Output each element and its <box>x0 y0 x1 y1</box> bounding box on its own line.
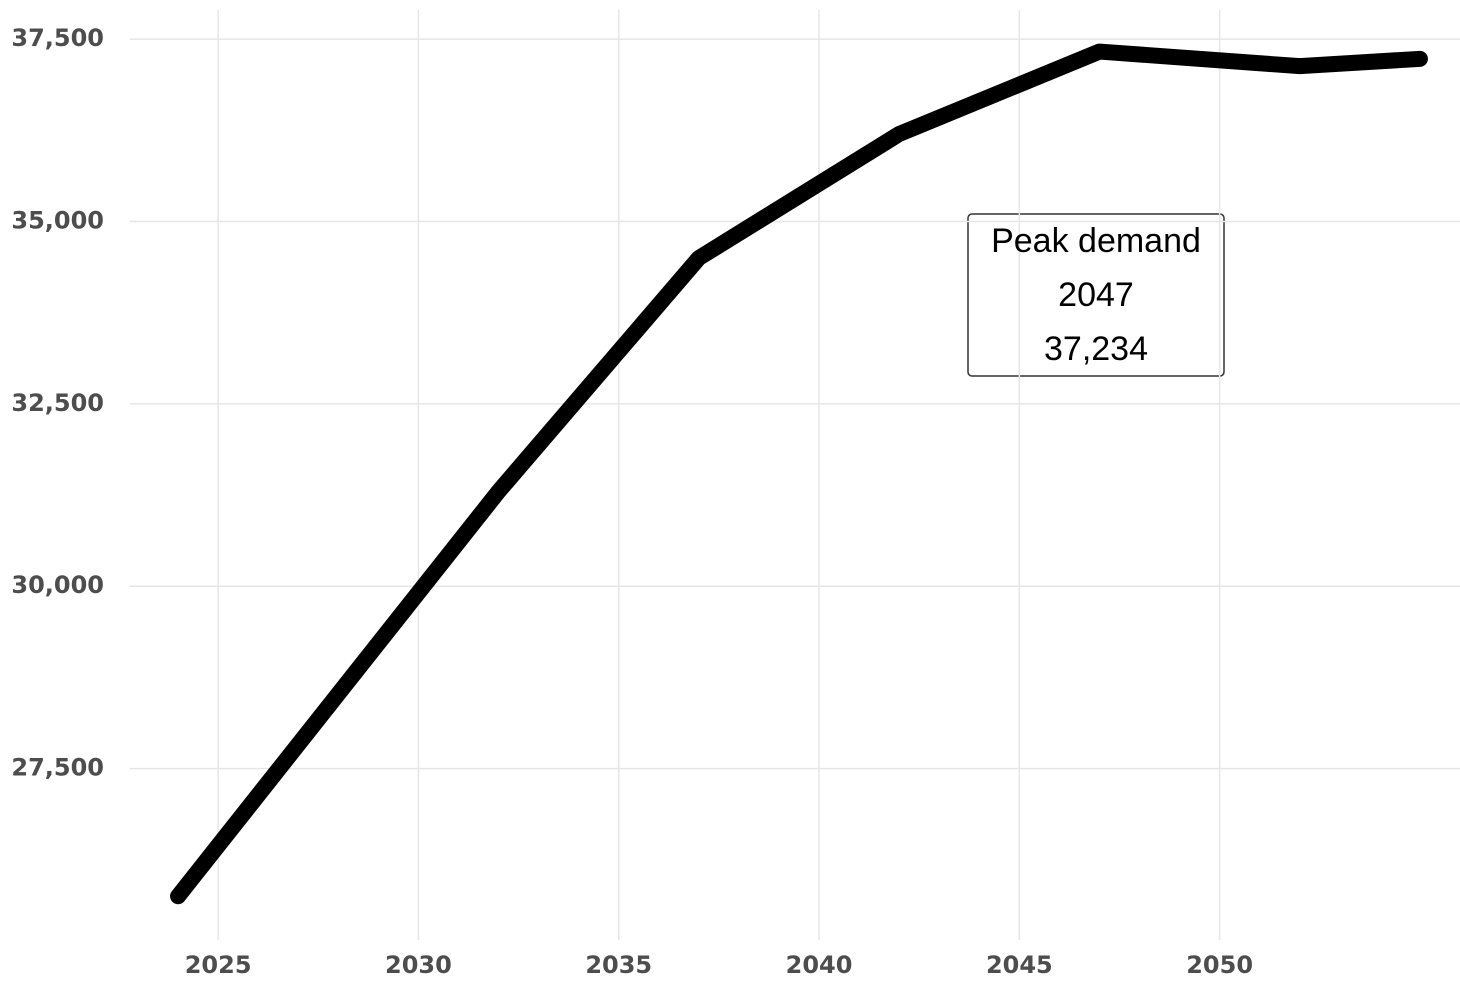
y-tick-label: 32,500 <box>11 389 104 417</box>
annotation-box <box>967 213 1225 377</box>
x-tick-label: 2040 <box>786 951 853 979</box>
x-tick-label: 2025 <box>185 951 252 979</box>
annotation-text: 2047 <box>1058 276 1134 314</box>
y-tick-label: 35,000 <box>11 207 104 235</box>
annotation-text: 37,234 <box>1044 330 1148 368</box>
x-tick-label: 2045 <box>986 951 1053 979</box>
y-tick-label: 27,500 <box>11 754 104 782</box>
annotation-text: Peak demand <box>991 222 1201 260</box>
x-tick-label: 2050 <box>1186 951 1253 979</box>
y-tick-label: 30,000 <box>11 571 104 599</box>
line <box>170 43 1428 905</box>
x-tick-label: 2030 <box>385 951 452 979</box>
x-tick-label: 2035 <box>585 951 652 979</box>
y-tick-label: 37,500 <box>11 24 104 52</box>
